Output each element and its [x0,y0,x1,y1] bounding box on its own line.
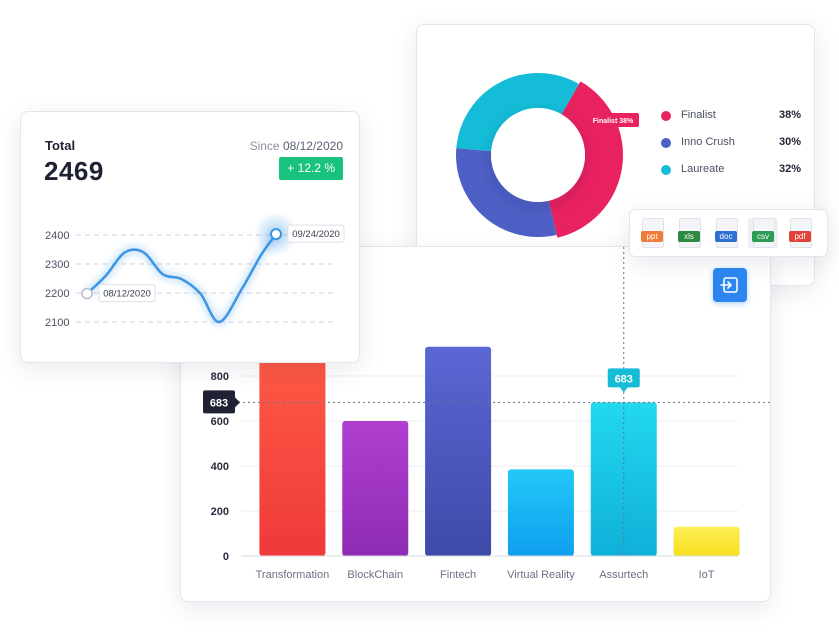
y-tick-label: 600 [211,416,229,428]
y-axis-value-tag: 683 [203,390,240,414]
y-tick-label: 200 [211,506,229,518]
file-format-label: doc [715,231,737,242]
x-tick-label: Virtual Reality [507,569,575,581]
legend-dot [661,165,671,175]
total-label: Total [45,138,76,153]
donut-slice-inno-crush[interactable] [456,148,557,237]
export-format-panel: ppt xls doc csv pdf [629,209,828,257]
line-y-tick-label: 2200 [45,288,69,300]
legend-item-laureate[interactable]: Laureate 32% [661,163,801,179]
file-format-label: csv [752,231,774,242]
since-text: Since 08/12/2020 [249,139,343,153]
donut-chart-card: Finalist 38% Finalist 38% Inno Crush 30% Lau… [416,24,815,286]
legend-label: Inno Crush [681,136,735,148]
x-tick-label: Transformation [256,569,330,581]
change-badge: + 12.2 % [279,157,343,180]
x-tick-label: IoT [699,569,715,581]
file-format-label: pdf [789,231,811,242]
legend-label: Finalist [681,109,716,121]
export-icon [720,277,738,293]
donut-hole [491,108,585,202]
start-date-label: 08/12/2020 [98,284,156,303]
legend-item-finalist[interactable]: Finalist 38% [661,109,801,125]
line-end-marker[interactable] [270,228,282,241]
x-tick-label: Assurtech [599,569,648,581]
x-tick-label: BlockChain [347,569,403,581]
bar-blockchain[interactable] [342,421,409,556]
donut-slice-laureate[interactable] [456,72,579,152]
bar-assurtech[interactable] [590,402,657,556]
legend-dot [661,138,671,148]
file-format-label: ppt [641,231,663,242]
y-tick-label: 400 [211,461,229,473]
donut-callout-text: Finalist 38% [593,118,634,125]
legend-item-inno-crush[interactable]: Inno Crush 30% [661,136,801,152]
end-date-text: 09/24/2020 [292,229,340,240]
line-chart-card: Total 2469 Since 08/12/2020 + 12.2 % 210… [20,111,360,363]
line-y-tick-label: 2300 [45,259,69,271]
start-date-text: 08/12/2020 [103,289,151,300]
x-tick-label: Fintech [440,569,476,581]
bar-iot[interactable] [673,526,740,556]
line-y-tick-label: 2400 [45,230,69,242]
line-start-marker[interactable] [81,287,93,300]
y-axis-tag-text: 683 [210,397,228,409]
file-doc-icon[interactable]: doc [711,218,741,248]
line-y-tick-label: 2100 [45,317,69,329]
legend-label: Laureate [681,163,725,175]
file-pdf-icon[interactable]: pdf [785,218,815,248]
total-value: 2469 [44,156,104,186]
y-tick-label: 0 [223,551,229,563]
legend-value: 30% [778,136,801,148]
file-csv-icon[interactable]: csv [748,218,778,248]
line-chart: 2100 2200 2300 2400 08/12/2020 09/24/2020 [45,212,345,329]
donut-chart: Finalist 38% [456,72,639,238]
bar-chart: 0 200 400 600 800 Transformation BlockChain Fin… [203,247,770,581]
legend-value: 32% [778,163,801,175]
bar-transformation[interactable] [259,349,326,556]
bar-virtual-reality[interactable] [507,469,574,556]
end-date-label: 09/24/2020 [287,224,345,243]
legend-value: 38% [778,109,801,121]
file-xls-icon[interactable]: xls [674,218,704,248]
file-format-label: xls [678,231,700,242]
bar-tooltip-text: 683 [615,373,633,385]
y-tick-label: 800 [211,371,229,383]
bar-fintech[interactable] [425,346,492,556]
legend-dot [661,111,671,121]
donut-callout: Finalist 38% [587,113,639,127]
line-series[interactable] [85,232,278,324]
export-button[interactable] [713,268,747,302]
file-ppt-icon[interactable]: ppt [637,218,667,248]
bar-value-tooltip: 683 [607,368,640,393]
